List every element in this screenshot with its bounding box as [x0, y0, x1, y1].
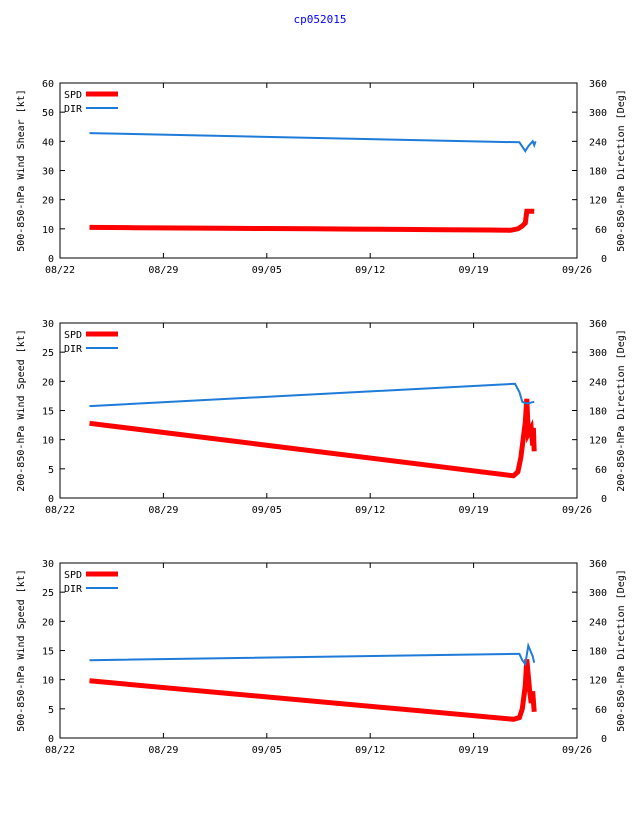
y-left-tick-label: 0 [48, 254, 54, 265]
chart-panel-1: 0 10 20 30 40 50 60 0 60 120 180 240 300 360 08/22 08/2… [16, 79, 627, 276]
y-right-tick-label: 360 [589, 79, 607, 90]
x-tick-label: 08/22 [45, 505, 75, 516]
y-right-tick-label: 240 [589, 137, 607, 148]
y-right-tick-label: 300 [589, 108, 607, 119]
legend-label-spd: SPD [64, 90, 82, 101]
y-right-tick-label: 180 [589, 167, 607, 178]
y-left-tick-label: 30 [42, 167, 54, 178]
x-tick-label: 09/05 [252, 745, 282, 756]
series-line-spd [89, 659, 537, 722]
y-right-tick-label: 180 [589, 407, 607, 418]
y-right-axis-label: 500-850-hPa Direction [Deg] [616, 569, 627, 732]
y-left-tick-label: 30 [42, 559, 54, 570]
x-tick-label: 09/26 [562, 505, 592, 516]
series-line-spd [89, 398, 537, 479]
y-right-tick-label: 120 [589, 436, 607, 447]
y-left-tick-label: 10 [42, 436, 54, 447]
y-left-tick-label: 5 [48, 465, 54, 476]
y-right-tick-label: 0 [601, 494, 607, 505]
x-tick-label: 09/12 [355, 265, 385, 276]
y-left-tick-label: 25 [42, 588, 54, 599]
legend-label-spd: SPD [64, 330, 82, 341]
y-left-tick-label: 30 [42, 319, 54, 330]
y-left-tick-label: 60 [42, 79, 54, 90]
y-right-tick-label: 240 [589, 377, 607, 388]
y-left-tick-label: 0 [48, 734, 54, 745]
y-left-tick-label: 5 [48, 705, 54, 716]
series-line-dir [89, 132, 537, 153]
y-left-tick-label: 10 [42, 676, 54, 687]
y-right-axis-label: 200-850-hPa Direction [Deg] [616, 329, 627, 492]
x-tick-label: 09/12 [355, 505, 385, 516]
x-tick-label: 09/05 [252, 505, 282, 516]
x-tick-label: 08/29 [148, 265, 178, 276]
x-tick-label: 09/26 [562, 265, 592, 276]
legend-label-spd: SPD [64, 570, 82, 581]
y-right-tick-label: 360 [589, 559, 607, 570]
y-left-axis-label: 500-850-hPa Wind Speed [kt] [16, 569, 27, 732]
legend-label-dir: DIR [64, 344, 83, 355]
legend-label-dir: DIR [64, 104, 83, 115]
y-left-tick-label: 25 [42, 348, 54, 359]
x-tick-label: 08/29 [148, 745, 178, 756]
y-right-tick-label: 60 [595, 705, 607, 716]
y-right-axis-label: 500-850-hPa Direction [Deg] [616, 89, 627, 252]
y-right-tick-label: 0 [601, 254, 607, 265]
y-right-tick-label: 360 [589, 319, 607, 330]
legend-label-dir: DIR [64, 584, 83, 595]
y-right-tick-label: 60 [595, 225, 607, 236]
y-left-tick-label: 15 [42, 407, 54, 418]
x-tick-label: 09/26 [562, 745, 592, 756]
series-line-dir [89, 382, 535, 408]
x-tick-label: 09/12 [355, 745, 385, 756]
y-right-tick-label: 60 [595, 465, 607, 476]
y-left-tick-label: 15 [42, 647, 54, 658]
y-left-tick-label: 20 [42, 617, 54, 628]
y-left-tick-label: 10 [42, 225, 54, 236]
plot-frame [59, 562, 578, 739]
x-tick-label: 09/19 [459, 505, 489, 516]
y-left-axis-label: 500-850-hPa Wind Shear [kt] [16, 89, 27, 252]
y-left-tick-label: 20 [42, 377, 54, 388]
y-right-tick-label: 0 [601, 734, 607, 745]
x-tick-label: 09/19 [459, 265, 489, 276]
y-right-tick-label: 120 [589, 676, 607, 687]
figure-title: cp052015 [293, 13, 347, 26]
x-tick-label: 09/19 [459, 745, 489, 756]
y-left-tick-label: 20 [42, 196, 54, 207]
series-line-dir [89, 641, 536, 667]
x-tick-label: 08/29 [148, 505, 178, 516]
y-right-tick-label: 120 [589, 196, 607, 207]
series-line-spd [89, 208, 535, 233]
y-right-tick-label: 300 [589, 348, 607, 359]
y-right-tick-label: 180 [589, 647, 607, 658]
y-left-tick-label: 50 [42, 108, 54, 119]
y-right-tick-label: 240 [589, 617, 607, 628]
x-tick-label: 08/22 [45, 745, 75, 756]
y-left-tick-label: 0 [48, 494, 54, 505]
x-tick-label: 08/22 [45, 265, 75, 276]
y-left-tick-label: 40 [42, 137, 54, 148]
y-left-axis-label: 200-850-hPa Wind Speed [kt] [16, 329, 27, 492]
x-tick-label: 09/05 [252, 265, 282, 276]
y-right-tick-label: 300 [589, 588, 607, 599]
